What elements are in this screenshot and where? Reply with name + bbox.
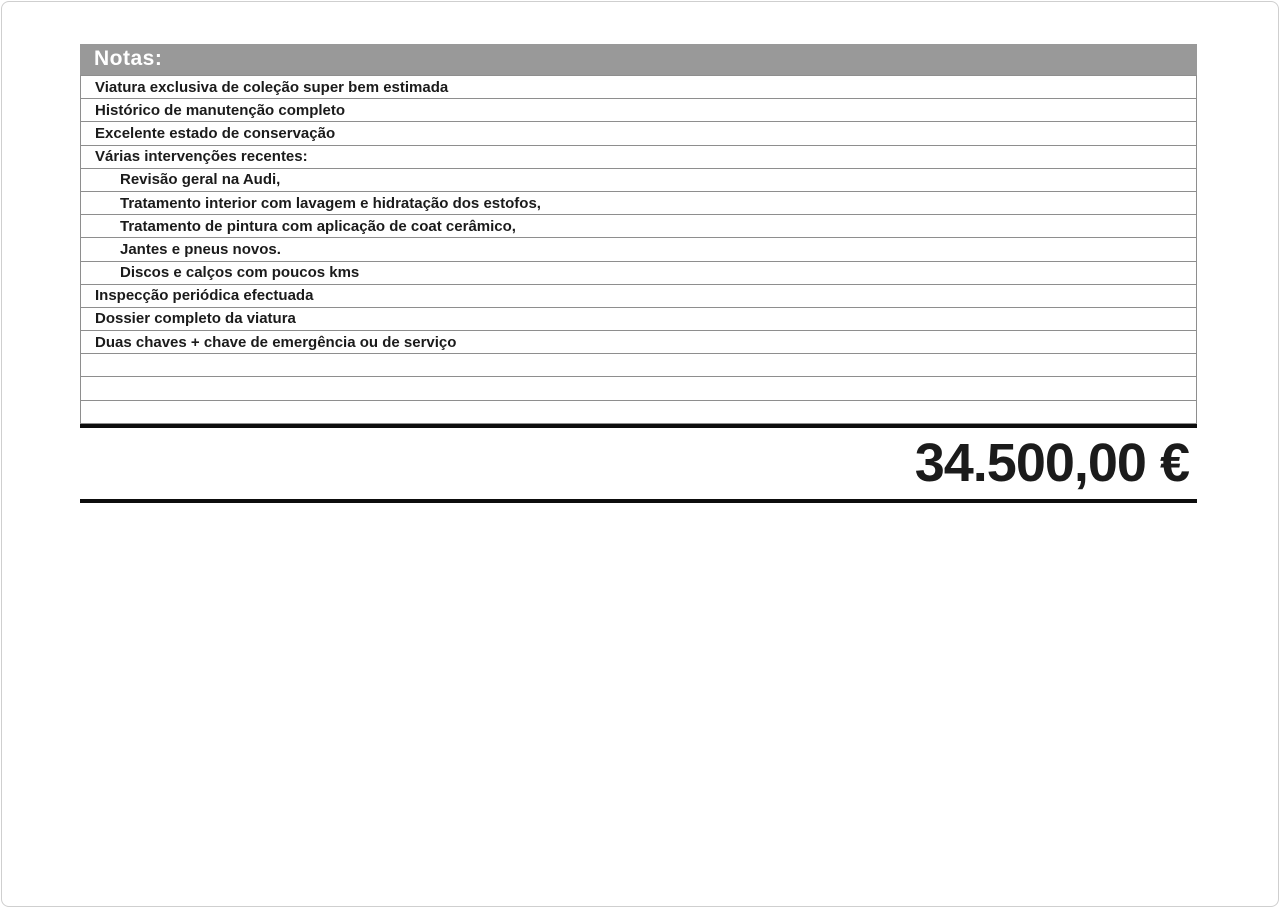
notes-table: Notas: Viatura exclusiva de coleção supe… [80,44,1197,503]
price-row: 34.500,00 € [80,423,1197,503]
table-row: Dossier completo da viatura [81,308,1196,332]
table-row: Excelente estado de conservação [81,122,1196,146]
price-value: 34.500,00 € [914,433,1190,494]
table-row [81,377,1196,401]
table-row: Inspecção periódica efectuada [81,285,1196,308]
notes-header: Notas: [80,44,1197,75]
table-row [81,401,1196,424]
table-row: Viatura exclusiva de coleção super bem e… [81,76,1196,100]
table-row: Duas chaves + chave de emergência ou de … [81,331,1196,355]
table-row: Discos e calços com poucos kms [81,262,1196,285]
table-row: Tratamento interior com lavagem e hidrat… [81,192,1196,216]
notes-rows: Viatura exclusiva de coleção super bem e… [80,75,1197,424]
table-row: Histórico de manutenção completo [81,99,1196,123]
table-row: Várias intervenções recentes: [81,146,1196,169]
table-row: Tratamento de pintura com aplicação de c… [81,215,1196,239]
table-row: Jantes e pneus novos. [81,238,1196,262]
table-row: Revisão geral na Audi, [81,169,1196,192]
table-row [81,354,1196,378]
